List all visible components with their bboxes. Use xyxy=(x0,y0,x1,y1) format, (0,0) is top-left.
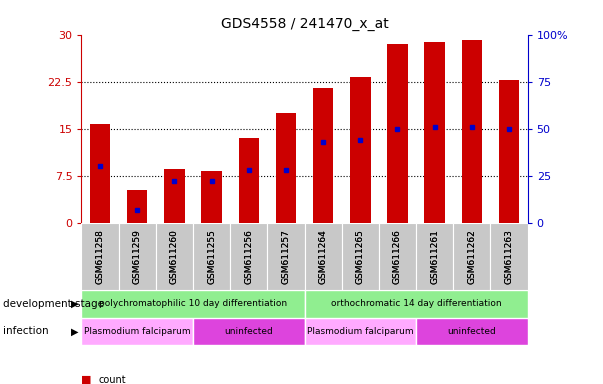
Text: uninfected: uninfected xyxy=(224,327,273,336)
Bar xyxy=(81,318,193,345)
Text: GSM611260: GSM611260 xyxy=(170,229,179,284)
Text: Plasmodium falciparum: Plasmodium falciparum xyxy=(307,327,414,336)
Text: GSM611266: GSM611266 xyxy=(393,229,402,284)
FancyBboxPatch shape xyxy=(453,223,490,290)
Text: orthochromatic 14 day differentiation: orthochromatic 14 day differentiation xyxy=(331,299,501,308)
Text: ▶: ▶ xyxy=(71,326,78,336)
Text: ▶: ▶ xyxy=(71,299,78,309)
Text: GSM611263: GSM611263 xyxy=(505,229,514,284)
Bar xyxy=(239,138,259,223)
Text: infection: infection xyxy=(3,326,49,336)
Text: GSM611258: GSM611258 xyxy=(95,229,104,284)
Text: GSM611265: GSM611265 xyxy=(356,229,365,284)
Text: GSM611255: GSM611255 xyxy=(207,229,216,284)
Text: GSM611263: GSM611263 xyxy=(505,229,514,284)
Bar xyxy=(90,124,110,223)
Text: GSM611264: GSM611264 xyxy=(318,229,327,284)
FancyBboxPatch shape xyxy=(119,223,156,290)
FancyBboxPatch shape xyxy=(342,223,379,290)
FancyBboxPatch shape xyxy=(267,223,305,290)
Text: GSM611257: GSM611257 xyxy=(282,229,291,284)
Text: GSM611256: GSM611256 xyxy=(244,229,253,284)
FancyBboxPatch shape xyxy=(193,223,230,290)
FancyBboxPatch shape xyxy=(156,223,193,290)
FancyBboxPatch shape xyxy=(379,223,416,290)
FancyBboxPatch shape xyxy=(416,223,453,290)
Text: GSM611258: GSM611258 xyxy=(95,229,104,284)
Bar xyxy=(499,80,519,223)
Text: GSM611262: GSM611262 xyxy=(467,229,476,284)
Text: GSM611256: GSM611256 xyxy=(244,229,253,284)
Bar xyxy=(305,290,528,318)
Bar xyxy=(127,190,147,223)
Text: GSM611264: GSM611264 xyxy=(318,229,327,284)
Text: ■: ■ xyxy=(81,375,92,384)
Text: GSM611266: GSM611266 xyxy=(393,229,402,284)
Text: Plasmodium falciparum: Plasmodium falciparum xyxy=(84,327,191,336)
FancyBboxPatch shape xyxy=(305,223,342,290)
Bar xyxy=(81,290,305,318)
Bar xyxy=(313,88,333,223)
Text: GSM611257: GSM611257 xyxy=(282,229,291,284)
FancyBboxPatch shape xyxy=(81,223,119,290)
Text: GSM611261: GSM611261 xyxy=(430,229,439,284)
Text: development stage: development stage xyxy=(3,299,104,309)
FancyBboxPatch shape xyxy=(230,223,267,290)
Bar xyxy=(201,170,222,223)
Bar xyxy=(193,318,305,345)
Bar xyxy=(462,40,482,223)
Bar xyxy=(276,113,296,223)
Bar xyxy=(350,77,370,223)
Text: polychromatophilic 10 day differentiation: polychromatophilic 10 day differentiatio… xyxy=(99,299,287,308)
Text: GSM611265: GSM611265 xyxy=(356,229,365,284)
Text: GSM611259: GSM611259 xyxy=(133,229,142,284)
Bar xyxy=(387,44,408,223)
Bar xyxy=(305,318,416,345)
Bar xyxy=(164,169,185,223)
Text: GSM611261: GSM611261 xyxy=(430,229,439,284)
Text: GSM611260: GSM611260 xyxy=(170,229,179,284)
Text: GSM611259: GSM611259 xyxy=(133,229,142,284)
FancyBboxPatch shape xyxy=(490,223,528,290)
Bar xyxy=(425,42,445,223)
Bar xyxy=(416,318,528,345)
Text: count: count xyxy=(98,375,126,384)
Text: GSM611255: GSM611255 xyxy=(207,229,216,284)
Text: uninfected: uninfected xyxy=(447,327,496,336)
Text: GSM611262: GSM611262 xyxy=(467,229,476,284)
Title: GDS4558 / 241470_x_at: GDS4558 / 241470_x_at xyxy=(221,17,388,31)
